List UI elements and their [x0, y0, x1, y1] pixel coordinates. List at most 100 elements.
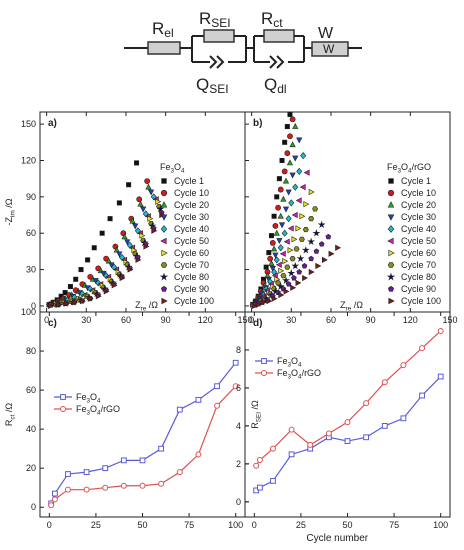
y-tick-label: 2 [236, 459, 241, 469]
data-point [308, 268, 315, 276]
data-point [291, 236, 298, 243]
data-point [295, 279, 302, 287]
label-r-sei: RSEI [199, 9, 231, 30]
data-point [381, 379, 388, 386]
data-point [315, 262, 322, 270]
y-tick-label: 8 [236, 345, 241, 355]
legend-label: Cycle 30 [401, 212, 436, 222]
legend-marker [261, 370, 267, 376]
legend-label: Cycle 90 [401, 284, 436, 294]
data-point [271, 213, 277, 219]
panel-label: c) [48, 318, 57, 329]
legend-label: Cycle 60 [174, 248, 209, 258]
data-point [124, 239, 131, 246]
legend-marker [160, 201, 168, 208]
data-point [92, 278, 99, 284]
data-point [120, 457, 127, 464]
legend-marker [388, 297, 395, 305]
data-point [284, 264, 291, 270]
data-point [287, 225, 294, 232]
legend-marker [161, 178, 167, 184]
data-point [99, 230, 105, 236]
data-point [344, 419, 351, 426]
data-point [263, 264, 269, 270]
legend-marker [160, 237, 167, 245]
data-point [281, 168, 288, 175]
data-point [276, 176, 282, 182]
y-tick-label: 30 [26, 265, 36, 275]
data-point [296, 137, 303, 144]
data-point [290, 284, 297, 291]
data-point [280, 195, 287, 202]
data-point [147, 189, 155, 196]
label-w-box: W [323, 42, 335, 56]
data-point [139, 232, 146, 239]
data-point [195, 451, 202, 458]
data-point [150, 193, 157, 201]
data-point [307, 441, 314, 448]
x-tick-label: 50 [342, 520, 352, 530]
legend-label: Cycle 40 [401, 224, 436, 234]
data-point [62, 290, 68, 296]
legend-label: Cycle 10 [174, 188, 209, 198]
data-point [344, 438, 351, 444]
data-point [307, 237, 316, 246]
x-axis-label: Cycle number [306, 533, 368, 544]
data-point [328, 250, 335, 257]
resistor-r-ct [263, 29, 295, 43]
data-point [119, 274, 126, 282]
data-point [267, 255, 274, 262]
data-point [263, 285, 270, 293]
data-point [282, 206, 290, 213]
data-point [283, 288, 290, 295]
data-point [289, 141, 296, 148]
data-point [144, 178, 151, 184]
data-point [299, 213, 306, 220]
data-point [279, 250, 286, 257]
data-point [156, 204, 165, 213]
plot-area [253, 327, 444, 494]
data-point [275, 204, 281, 211]
data-point [419, 392, 425, 399]
data-point [78, 267, 84, 273]
data-point [256, 457, 263, 464]
data-point [292, 123, 299, 129]
label-w: W [318, 25, 334, 42]
legend-marker [386, 272, 396, 281]
series-2 [253, 327, 444, 469]
data-point [269, 240, 276, 246]
y-tick-label: 0 [236, 497, 241, 507]
plot-area [249, 112, 342, 310]
panel-label: b) [253, 118, 262, 129]
data-point [270, 245, 278, 252]
data-point [288, 451, 295, 458]
data-point [132, 223, 139, 230]
label-r-el: Rel [152, 19, 174, 40]
legend-label: Fe3O4/rGO [76, 404, 120, 417]
data-point [437, 327, 444, 334]
data-point [271, 295, 278, 302]
legend-label: Fe3O4/rGO [277, 368, 321, 381]
legend-marker [161, 249, 168, 257]
data-point [73, 276, 79, 282]
data-point [282, 257, 289, 265]
data-point [335, 244, 342, 251]
data-point [268, 233, 274, 239]
data-point [298, 236, 305, 242]
data-point [278, 267, 285, 274]
series-cycle-30 [46, 189, 155, 309]
x-tick-label: 75 [389, 520, 399, 530]
data-point [299, 184, 306, 191]
data-point [111, 282, 118, 289]
data-point [288, 426, 295, 433]
legend-label: Cycle 70 [401, 260, 436, 270]
cpe-sei-symbol [209, 55, 225, 69]
x-tick-label: 50 [137, 520, 147, 530]
label-q-sei: QSEI [196, 75, 229, 96]
x-tick-label: 30 [81, 315, 91, 325]
data-point [111, 263, 118, 271]
data-point [303, 169, 310, 176]
x-axis-label: Zre /Ω [135, 300, 158, 313]
data-point [288, 199, 295, 207]
